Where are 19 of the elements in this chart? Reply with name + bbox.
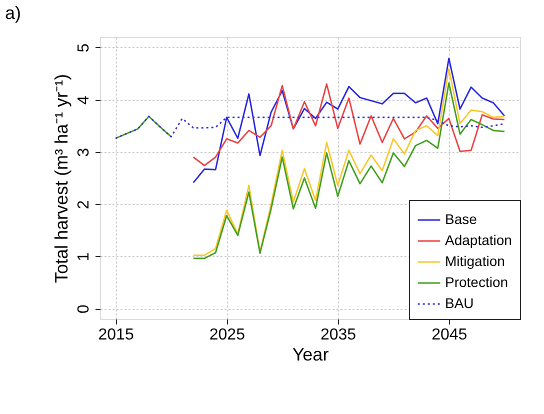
legend-label: Protection: [445, 274, 508, 290]
y-tick-label: 1: [76, 252, 92, 262]
legend-label: BAU: [445, 295, 474, 311]
x-tick-label: 2035: [320, 326, 356, 344]
y-tick-label: 0: [76, 304, 92, 314]
y-tick-label: 2: [76, 200, 92, 210]
x-tick-label: 2045: [432, 326, 468, 344]
x-tick-label: 2015: [98, 326, 134, 344]
y-tick-label: 4: [76, 96, 92, 105]
x-tick-label: 2025: [209, 326, 246, 344]
line-series: [192, 83, 506, 166]
legend-label: Adaptation: [445, 232, 512, 248]
y-tick-label: 3: [76, 148, 92, 157]
y-tick-label: 5: [76, 43, 92, 52]
chart-title: a): [5, 3, 22, 23]
legend-label: Base: [445, 211, 478, 227]
y-axis-title: Total harvest (m³ ha⁻¹ yr⁻¹): [52, 74, 72, 284]
legend-label: Mitigation: [445, 253, 505, 269]
x-axis-title: Year: [292, 344, 329, 364]
